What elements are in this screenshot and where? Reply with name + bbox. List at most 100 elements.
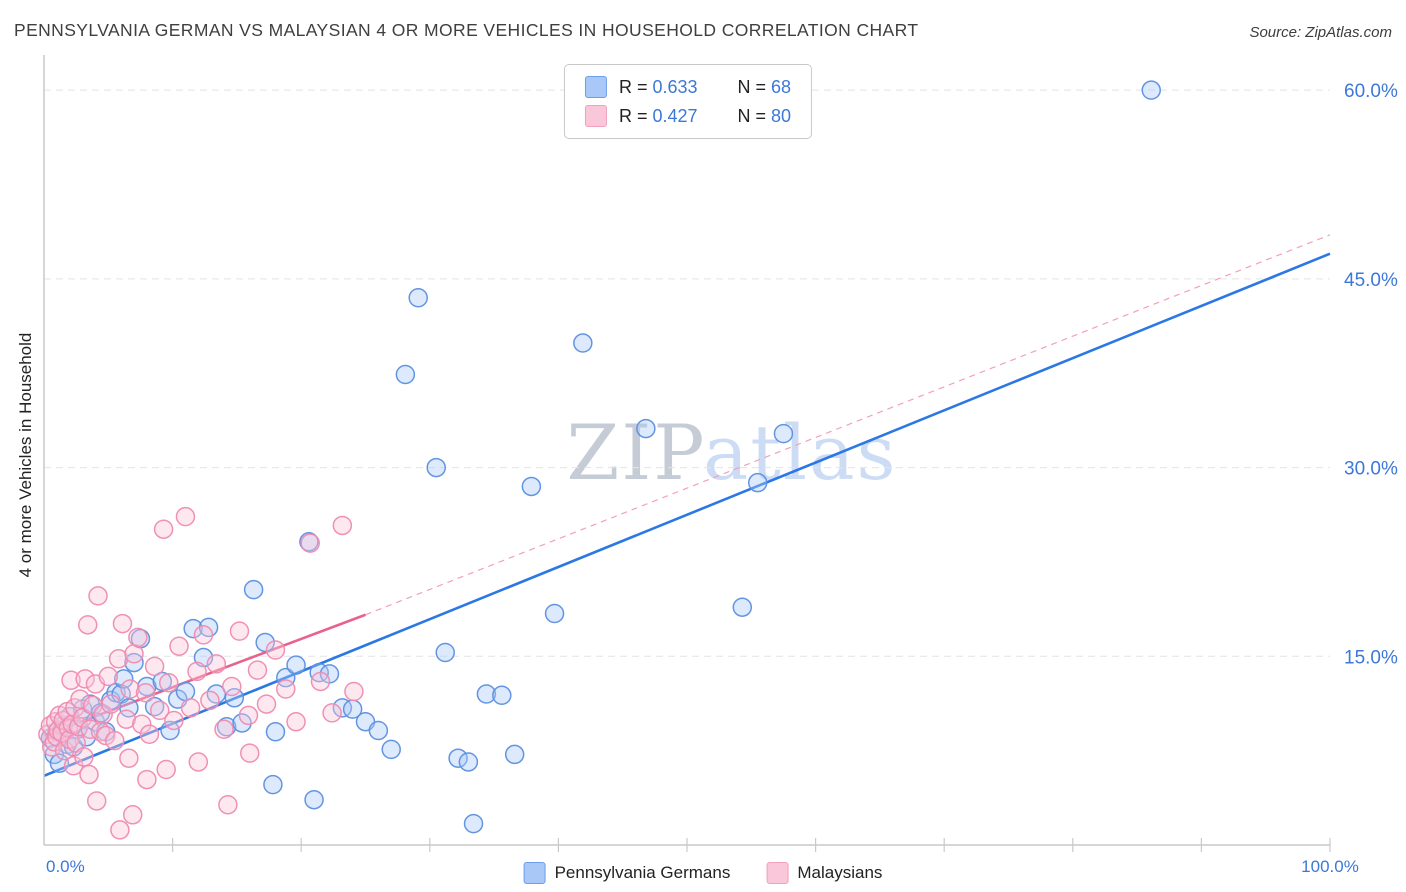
- point-malaysians: [310, 671, 331, 692]
- point-malaysians: [144, 656, 165, 677]
- legend-swatch-blue: [584, 76, 607, 98]
- point-pennsylvania-germans: [463, 813, 484, 834]
- point-malaysians: [229, 621, 250, 641]
- legend-item-malaysians[interactable]: Malaysians: [766, 862, 882, 884]
- point-malaysians: [72, 708, 93, 728]
- point-malaysians: [120, 679, 140, 699]
- x-max-label: 100.0%: [1301, 857, 1359, 876]
- point-pennsylvania-germans: [216, 716, 237, 737]
- point-malaysians: [222, 676, 242, 697]
- point-malaysians: [149, 700, 170, 721]
- point-malaysians: [128, 627, 148, 648]
- point-malaysians: [93, 704, 113, 724]
- y-tick-label: 45.0%: [1344, 270, 1398, 291]
- point-pennsylvania-germans: [276, 667, 296, 688]
- point-malaysians: [98, 666, 119, 687]
- point-malaysians: [116, 709, 137, 729]
- point-malaysians: [75, 669, 95, 689]
- point-malaysians: [74, 747, 94, 767]
- y-tick-label: 30.0%: [1344, 459, 1398, 480]
- point-pennsylvania-germans: [175, 681, 196, 702]
- legend-r-stat: R = 0.427: [618, 105, 698, 126]
- point-pennsylvania-germans: [265, 722, 286, 742]
- point-pennsylvania-germans: [395, 364, 416, 385]
- point-malaysians: [101, 694, 121, 714]
- point-pennsylvania-germans: [747, 472, 768, 493]
- point-malaysians: [61, 670, 81, 690]
- point-pennsylvania-germans: [263, 774, 283, 795]
- point-pennsylvania-germans: [573, 333, 593, 353]
- chart-title: PENNSYLVANIA GERMAN VS MALAYSIAN 4 OR MO…: [14, 20, 919, 40]
- point-pennsylvania-germans: [137, 676, 157, 697]
- point-malaysians: [256, 694, 277, 714]
- point-pennsylvania-germans: [544, 603, 565, 624]
- legend-row-pennsylvania-germans: R = 0.633 N = 68: [584, 76, 791, 98]
- legend-label: Malaysians: [797, 863, 883, 882]
- point-pennsylvania-germans: [381, 739, 401, 760]
- point-pennsylvania-germans: [448, 748, 468, 768]
- point-malaysians: [332, 515, 353, 536]
- point-malaysians: [300, 533, 320, 553]
- legend-n-stat: N = 80: [737, 105, 792, 126]
- legend-swatch-pink: [584, 105, 607, 127]
- y-tick-label: 60.0%: [1344, 81, 1398, 102]
- point-malaysians: [112, 613, 133, 634]
- point-malaysians: [108, 649, 129, 669]
- point-pennsylvania-germans: [458, 752, 479, 772]
- legend-item-pennsylvania-germans[interactable]: Pennsylvania Germans: [523, 862, 730, 884]
- point-malaysians: [238, 705, 259, 726]
- point-malaysians: [122, 805, 143, 825]
- watermark: ZIPatlas: [566, 408, 897, 497]
- watermark-zip: ZIP: [566, 408, 704, 497]
- point-malaysians: [200, 690, 220, 711]
- point-malaysians: [95, 725, 116, 746]
- point-pennsylvania-germans: [426, 457, 446, 478]
- point-pennsylvania-germans: [224, 688, 245, 708]
- point-malaysians: [86, 791, 107, 811]
- point-malaysians: [124, 644, 144, 664]
- point-malaysians: [187, 661, 207, 682]
- point-pennsylvania-germans: [504, 744, 525, 765]
- watermark-atlas: atlas: [703, 408, 898, 497]
- point-malaysians: [214, 719, 234, 740]
- point-pennsylvania-germans: [304, 789, 324, 810]
- point-pennsylvania-germans: [243, 579, 264, 600]
- source-label: Source: ZipAtlas.com: [1249, 24, 1392, 41]
- point-pennsylvania-germans: [160, 720, 180, 741]
- point-pennsylvania-germans: [476, 684, 497, 704]
- point-malaysians: [240, 743, 260, 763]
- point-malaysians: [175, 506, 196, 527]
- point-pennsylvania-germans: [408, 287, 428, 308]
- point-malaysians: [164, 710, 184, 731]
- point-malaysians: [77, 615, 98, 635]
- point-pennsylvania-germans: [521, 476, 542, 497]
- point-pennsylvania-germans: [299, 532, 319, 552]
- point-pennsylvania-germans: [435, 642, 455, 663]
- point-malaysians: [169, 636, 189, 656]
- point-malaysians: [139, 724, 160, 745]
- legend-swatch-pink: [766, 862, 789, 884]
- point-malaysians: [247, 660, 268, 680]
- legend-row-malaysians: R = 0.427 N = 80: [584, 105, 792, 127]
- legend-r-stat: R = 0.633: [618, 76, 698, 97]
- point-malaysians: [158, 672, 179, 693]
- point-malaysians: [344, 681, 364, 702]
- point-malaysians: [188, 752, 209, 772]
- y-axis-label: 4 or more Vehicles in Household: [16, 332, 35, 578]
- point-pennsylvania-germans: [49, 753, 70, 773]
- point-malaysians: [135, 683, 156, 703]
- point-pennsylvania-germans: [636, 418, 656, 439]
- point-pennsylvania-germans: [113, 669, 134, 689]
- point-pennsylvania-germans: [1141, 80, 1161, 100]
- point-malaysians: [110, 820, 130, 840]
- x-min-label: 0.0%: [46, 857, 85, 876]
- point-pennsylvania-germans: [286, 655, 306, 675]
- point-malaysians: [193, 625, 214, 645]
- point-malaysians: [180, 698, 201, 718]
- point-pennsylvania-germans: [492, 685, 512, 706]
- point-pennsylvania-germans: [183, 618, 203, 639]
- y-tick-label: 15.0%: [1344, 647, 1398, 668]
- point-pennsylvania-germans: [119, 698, 139, 718]
- point-pennsylvania-germans: [232, 713, 252, 733]
